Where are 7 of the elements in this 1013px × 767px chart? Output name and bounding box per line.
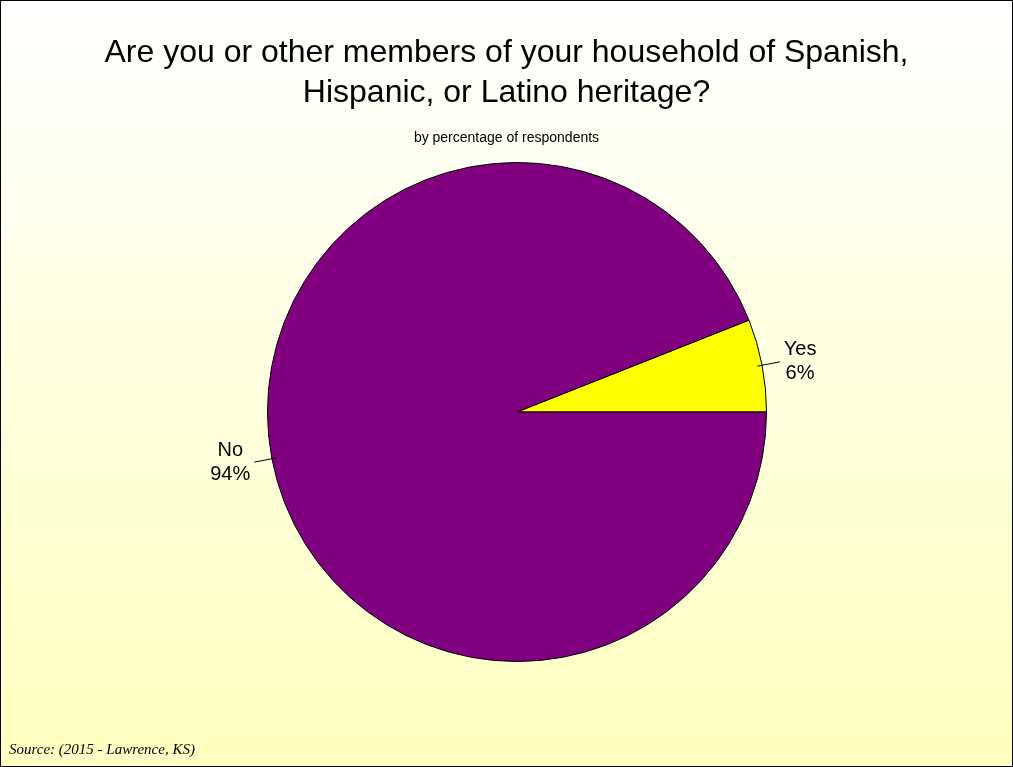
data-label: 94% [210,461,251,484]
chart-title: Are you or other members of your household of Spanish, Hispanic, or Latino heritage? [103,32,910,111]
source-note: Source: (2015 - Lawrence, KS) [9,741,195,758]
chart-subtitle: by percentage of respondents [412,129,601,145]
slice-label: No [217,437,244,460]
data-label: 6% [785,361,815,384]
slice-label: Yes [783,337,817,360]
